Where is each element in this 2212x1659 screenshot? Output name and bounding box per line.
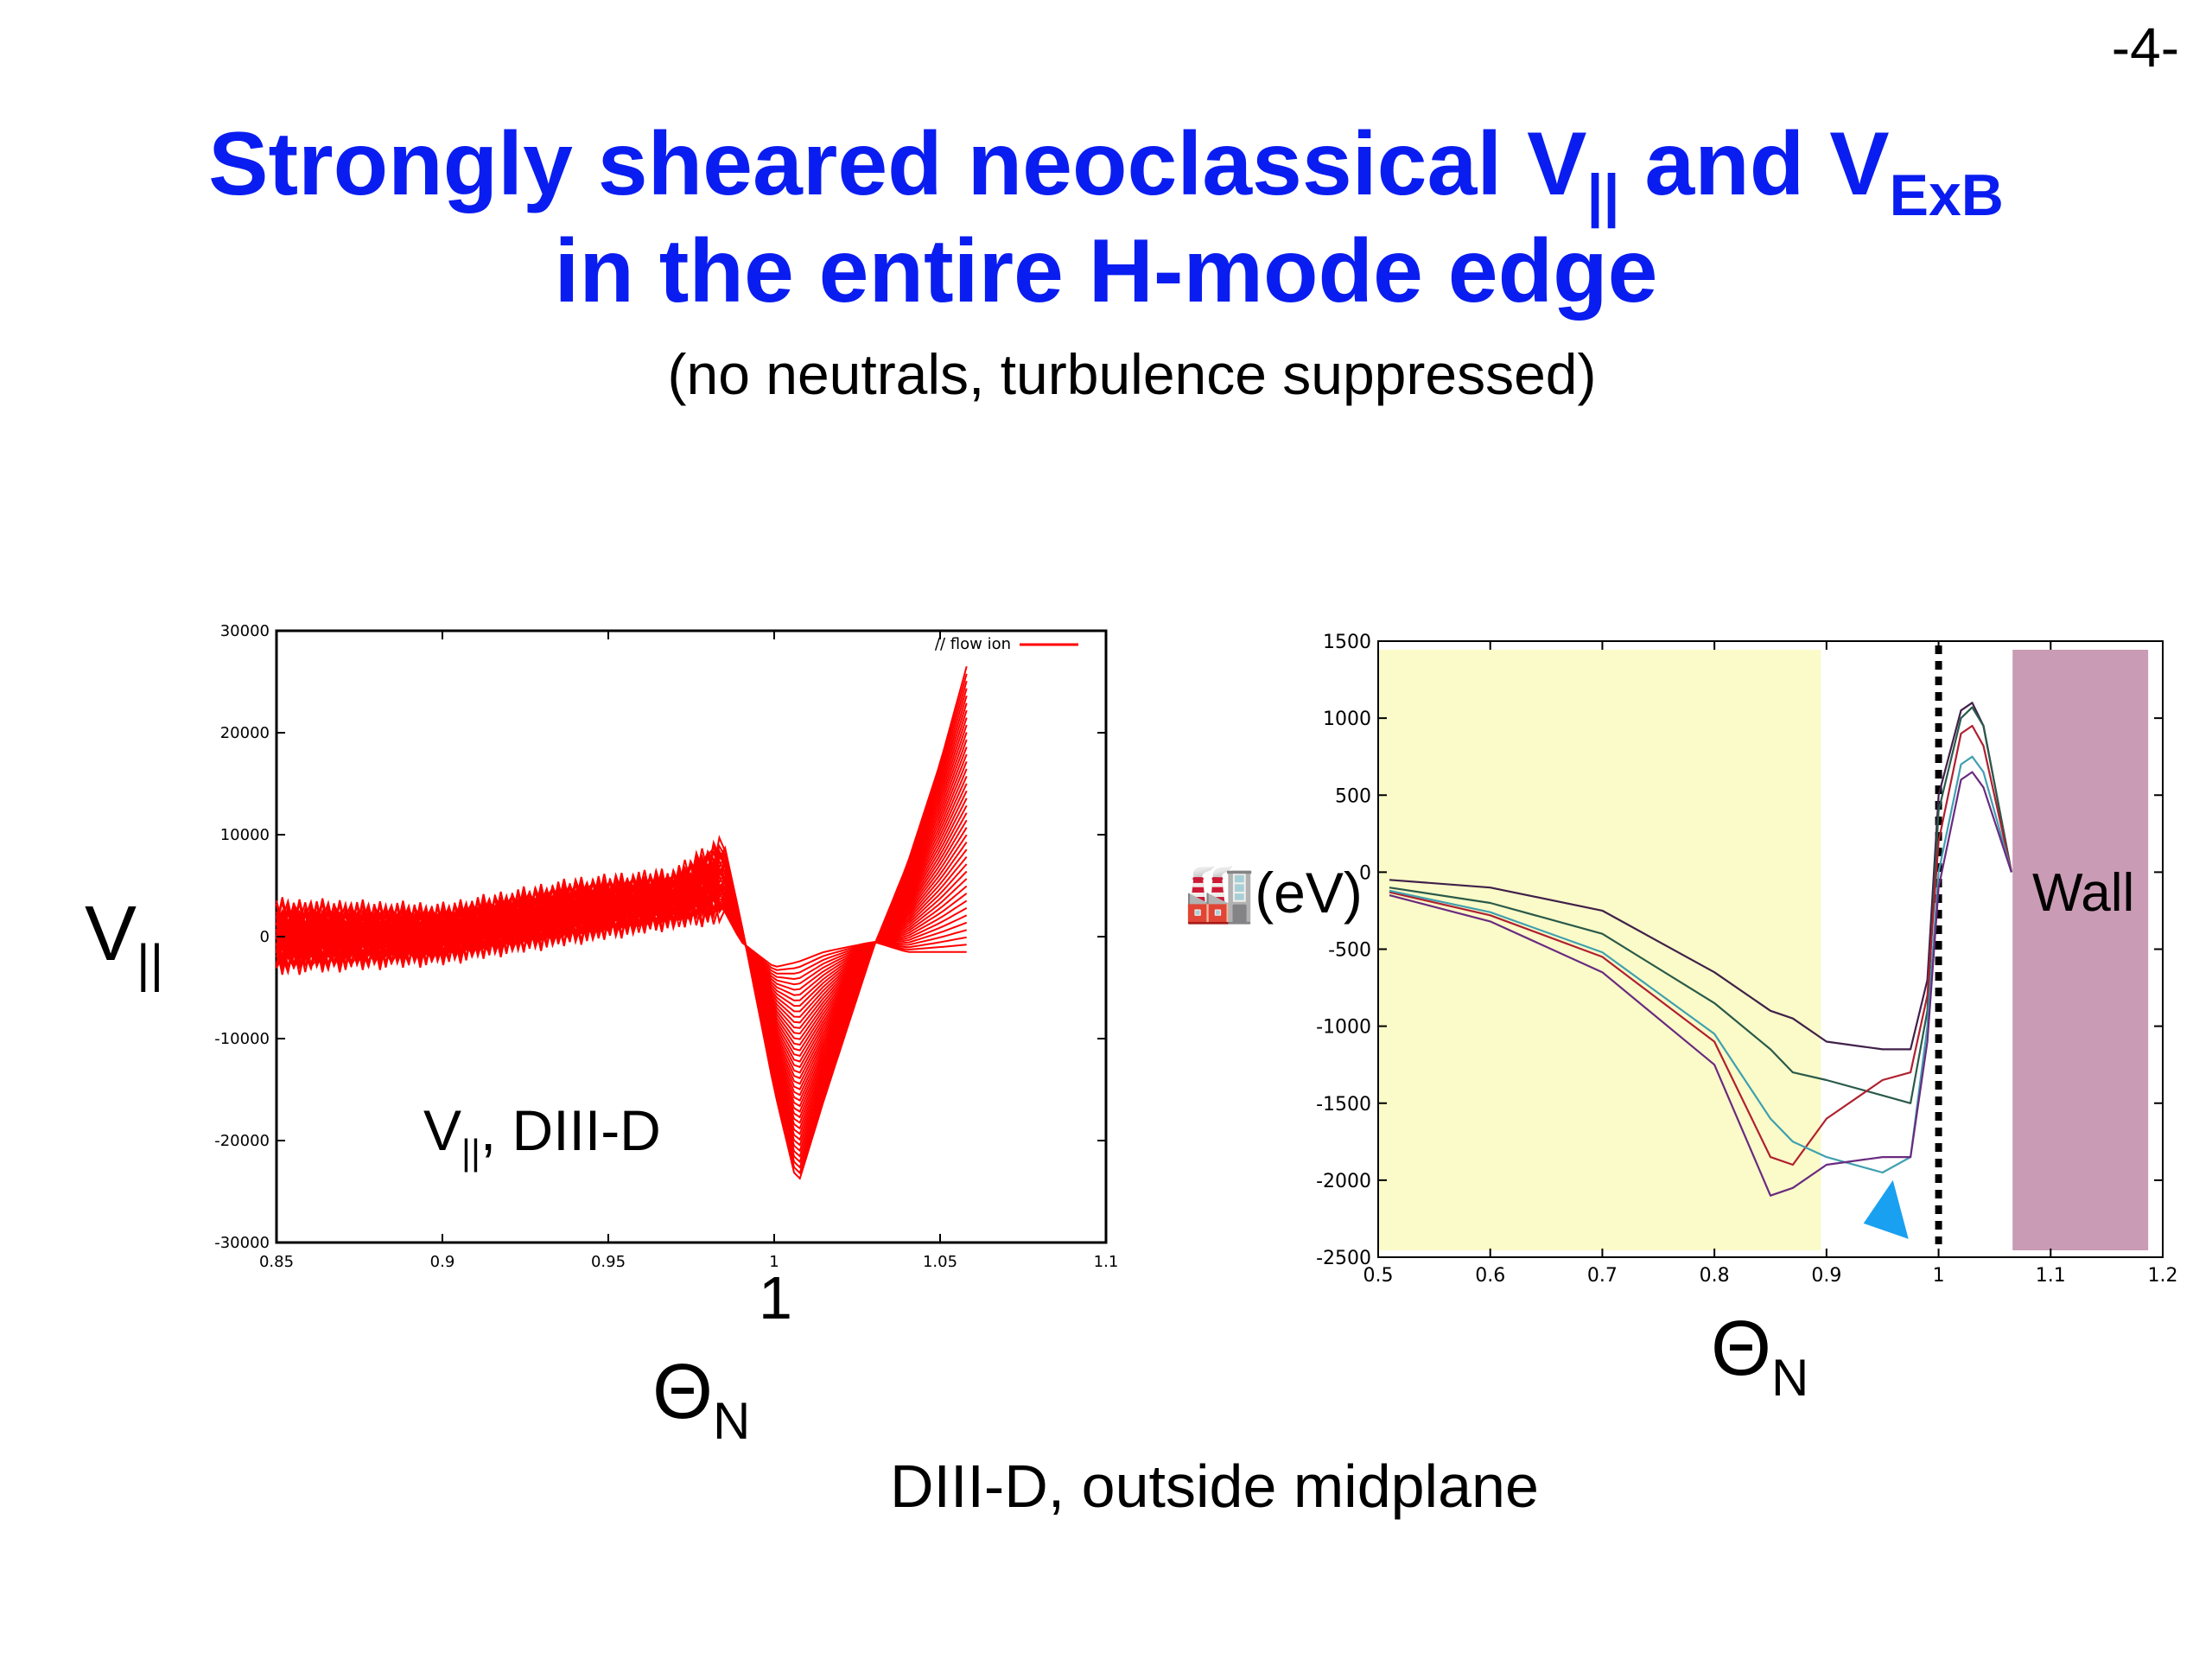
y-tick-label: -30000 [214,1234,270,1252]
flow-ion-series-line [276,888,968,986]
left-inner-label: V||, DIII-D [423,1097,661,1170]
right-ylabel-unit: (eV) [1255,861,1363,925]
right-chart-ticks: 0.5 0.6 0.7 0.8 0.9 1 1.1 1.2 1500 1000 500 0 -500 -1… [1316,632,2177,1287]
right-xlabel-sub: N [1771,1349,1809,1407]
potential-series-line [1389,755,2012,1174]
y-tick-label: -2000 [1316,1171,1371,1192]
title-line-2: in the entire H-mode edge [554,221,1658,321]
slide-subtitle: (no neutrals, turbulence suppressed) [667,342,1597,406]
page-number: -4- [2111,16,2179,79]
flow-ion-series-line [276,878,968,1018]
slide-title: Strongly sheared neoclassical V|| and VE… [0,111,2212,325]
x-tick-label: 0.85 [259,1253,294,1271]
y-tick-label: 0 [260,928,270,946]
left-chart-legend: // flow ion [935,635,1078,653]
right-chart-regions [1378,650,2149,1250]
right-y-axis-label: 🏭(eV) [1184,860,1363,927]
left-x-axis-label: ΘN [652,1348,750,1447]
y-tick-label: 20000 [220,724,270,742]
factory-icon: 🏭 [1184,861,1255,925]
x-tick-label: 1.1 [1094,1253,1119,1271]
left-extra-tick: 1 [759,1264,792,1332]
core-shaded-region [1378,650,1821,1250]
x-tick-label: 0.5 [1363,1265,1394,1287]
x-tick-label: 1.05 [923,1253,957,1271]
x-tick-label: 0.95 [591,1253,626,1271]
y-tick-label: -10000 [214,1030,270,1048]
potential-series-line [1389,702,2012,1051]
arrow-marker-icon [1863,1179,1909,1239]
title-sub-parallel: || [1586,162,1620,228]
x-tick-label: 1.2 [2148,1265,2178,1287]
y-tick-label: 0 [1359,862,1371,884]
arrow-triangle [1863,1179,1909,1239]
wall-label: Wall [2032,863,2135,923]
x-tick-label: 1 [1933,1265,1945,1287]
left-xlabel-main: Θ [652,1349,714,1435]
x-tick-label: 0.9 [430,1253,455,1271]
x-tick-label: 1 [769,1253,779,1271]
flow-ion-series-line [276,666,968,1180]
legend-label: // flow ion [935,635,1011,653]
y-tick-label: 1500 [1323,632,1371,653]
wall-shaded-region [2012,650,2149,1250]
x-tick-label: 0.6 [1475,1265,1505,1287]
y-tick-label: -1500 [1316,1094,1371,1116]
y-tick-label: -2500 [1316,1248,1371,1269]
title-text-a: Strongly sheared neoclassical V [208,114,1587,214]
x-tick-label: 0.8 [1700,1265,1730,1287]
x-tick-label: 1.1 [2036,1265,2066,1287]
right-xlabel-main: Θ [1711,1306,1772,1392]
y-tick-label: 500 [1335,785,1371,807]
title-text-b: and V [1619,114,1890,214]
left-ylabel-main: V [85,891,137,977]
inner-label-main: V [423,1098,462,1162]
potential-series-line [1389,724,2012,1166]
left-ylabel-sub: || [137,934,164,992]
x-tick-label: 0.9 [1811,1265,1841,1287]
left-y-axis-label: V|| [85,890,163,989]
inner-label-sub: || [461,1131,480,1173]
y-tick-label: 1000 [1323,709,1371,730]
slide-caption: DIII-D, outside midplane [890,1452,1539,1520]
left-chart-series [276,666,968,1180]
title-sub-exb: ExB [1889,162,2004,228]
y-tick-label: -20000 [214,1132,270,1150]
title-line-1: Strongly sheared neoclassical V|| and VE… [0,111,2212,225]
left-chart-ticks: 0.85 0.9 0.95 1 1.05 1.1 30000 20000 10000 0 -1000… [214,622,1118,1271]
flow-ion-series-line [276,804,968,1074]
y-tick-label: -1000 [1316,1017,1371,1039]
right-chart-series [1389,645,2012,1244]
inner-label-rest: , DIII-D [480,1098,661,1162]
y-tick-label: -500 [1328,940,1371,962]
y-tick-label: 10000 [220,826,270,844]
y-tick-label: 30000 [220,622,270,640]
left-chart: 0.85 0.9 0.95 1 1.05 1.1 30000 20000 10000 0 -1000… [214,622,1118,1271]
right-x-axis-label: ΘN [1711,1305,1808,1404]
x-tick-label: 0.7 [1587,1265,1618,1287]
left-xlabel-sub: N [713,1392,751,1450]
potential-series-line [1389,706,2012,1104]
right-chart: 0.5 0.6 0.7 0.8 0.9 1 1.1 1.2 1500 1000 500 0 -500 -1… [1316,632,2177,1287]
potential-series-line [1389,771,2012,1197]
